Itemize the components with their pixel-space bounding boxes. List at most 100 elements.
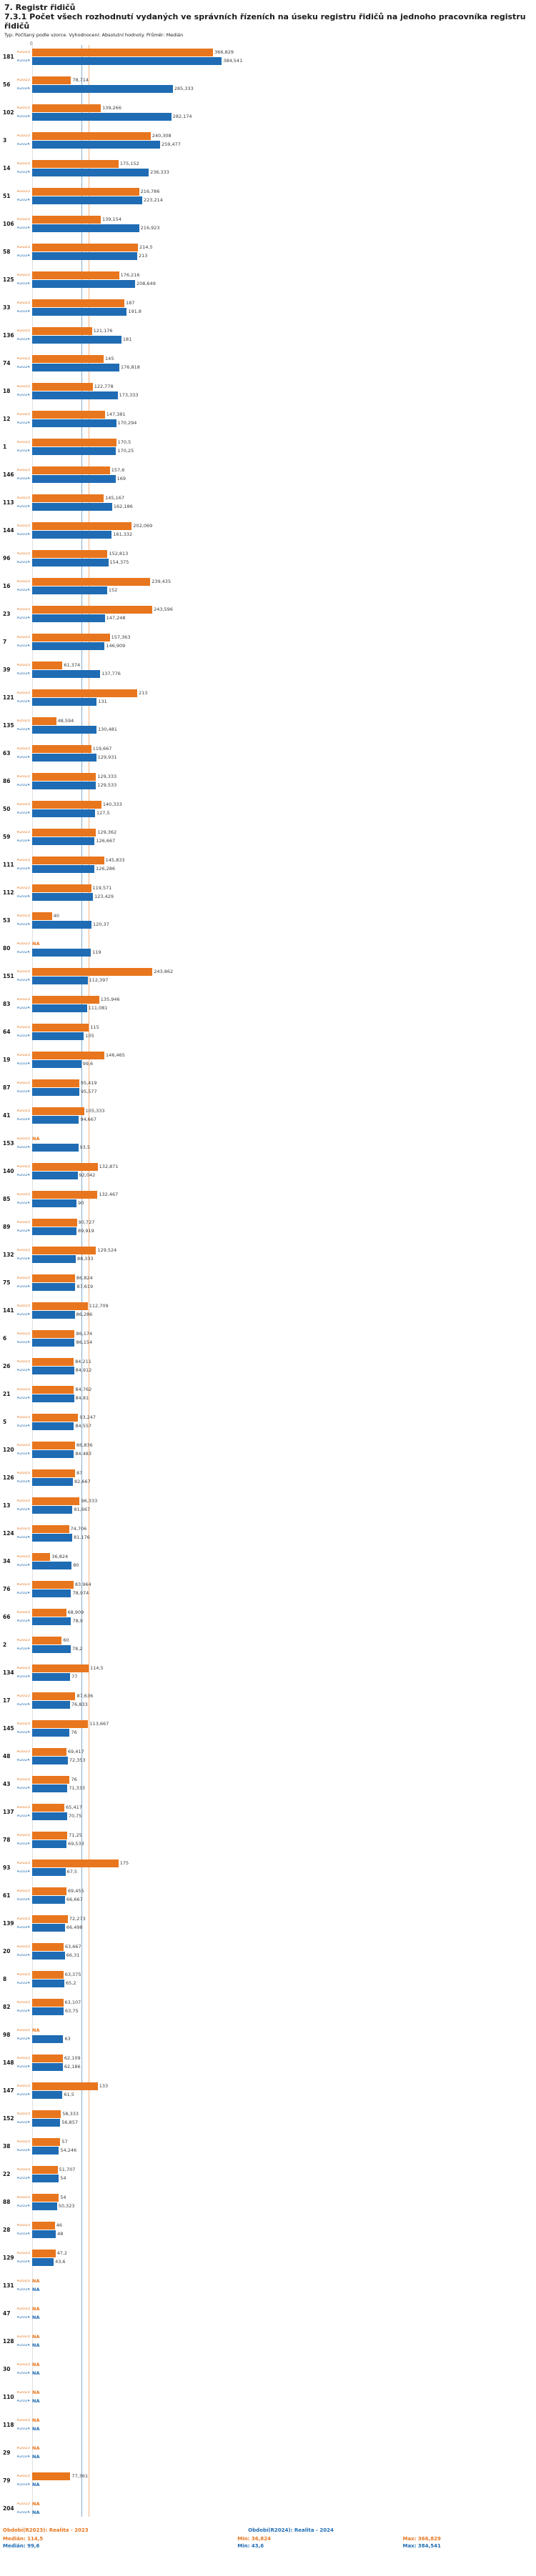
bar-row-r2023: R2023 93,247 xyxy=(17,1413,536,1422)
bar-row-r2023: R2023 214,5 xyxy=(17,243,536,251)
na-label: NA xyxy=(32,2362,40,2368)
series-tag-r2023: R2023 xyxy=(17,189,30,194)
series-tag-r2024: R2024 xyxy=(17,1117,30,1122)
value-label: 84,557 xyxy=(75,1423,92,1429)
bar-row-r2024: R2024 223,214 xyxy=(17,196,536,204)
value-label: 145 xyxy=(105,356,114,362)
bar-row-r2024: R2024 86,286 xyxy=(17,1310,536,1319)
value-label: 115 xyxy=(90,1024,99,1031)
row-id-label: 28 xyxy=(3,2226,11,2233)
bar-row-r2023: R2023 239,435 xyxy=(17,577,536,586)
bar-row-r2024: R2024 54 xyxy=(17,2174,536,2182)
chart-row: 78 R2023 71,25 R2024 69,533 xyxy=(3,1831,536,1848)
bar-row-r2023: R2023 119,571 xyxy=(17,884,536,892)
row-id-label: 76 xyxy=(3,1585,11,1592)
value-label: 69,455 xyxy=(67,1888,84,1894)
value-label: 63,375 xyxy=(64,1972,81,1978)
bar-r2024 xyxy=(32,1171,78,1179)
series-tag-r2024: R2024 xyxy=(17,1730,30,1734)
bar-row-r2023: R2023 61,374 xyxy=(17,661,536,669)
bar-r2023 xyxy=(32,1970,64,1979)
chart-row: 113 R2023 145,167 R2024 162,186 xyxy=(3,494,536,511)
series-tag-r2023: R2023 xyxy=(17,2028,30,2032)
bar-row-r2023: R2023 157,363 xyxy=(17,633,536,641)
series-tag-r2023: R2023 xyxy=(17,1304,30,1308)
row-bars: R2023 132,871 R2024 92,042 xyxy=(17,1162,536,1179)
series-tag-r2023: R2023 xyxy=(17,1638,30,1642)
bar-r2023 xyxy=(32,1051,105,1059)
series-tag-r2024: R2024 xyxy=(17,2120,30,2125)
bar-row-r2023: R2023 105,333 xyxy=(17,1107,536,1115)
bar-r2023 xyxy=(32,800,101,809)
chart-row: 34 R2023 36,824 R2024 80 xyxy=(3,1552,536,1569)
chart-row: 20 R2023 63,667 R2024 66,31 xyxy=(3,1942,536,1960)
series-tag-r2024: R2024 xyxy=(17,1925,30,1929)
row-bars: R2023 NA R2024 93,5 xyxy=(17,1134,536,1152)
section-title: 7. Registr řidičů xyxy=(4,3,76,12)
value-label: 87,619 xyxy=(76,1284,94,1290)
chart-row: 134 R2023 114,5 R2024 77 xyxy=(3,1664,536,1681)
value-label: 384,541 xyxy=(223,58,243,64)
bar-r2024 xyxy=(32,2174,59,2182)
chart-row: 140 R2023 132,871 R2024 92,042 xyxy=(3,1162,536,1179)
value-label: 112,397 xyxy=(89,977,109,984)
series-tag-r2024: R2024 xyxy=(17,309,30,314)
bar-chart: 0 181 R2023 366,829 R2024 384,541 56 R2023 78,7… xyxy=(3,41,536,2517)
na-label: NA xyxy=(32,2445,40,2452)
series-tag-r2024: R2024 xyxy=(17,1535,30,1539)
bar-row-r2023: R2023 68,909 xyxy=(17,1608,536,1617)
bar-r2023 xyxy=(32,1747,66,1756)
bar-r2023 xyxy=(32,131,151,140)
value-label: 66,498 xyxy=(66,1924,83,1931)
bar-row-r2023: R2023 133 xyxy=(17,2082,536,2090)
value-label: 58,333 xyxy=(62,2111,79,2117)
row-bars: R2023 84,211 R2024 84,912 xyxy=(17,1357,536,1374)
value-label: 285,333 xyxy=(174,86,194,92)
bar-row-r2024: R2024 384,541 xyxy=(17,56,536,65)
series-tag-r2023: R2023 xyxy=(17,2084,30,2088)
bar-r2024 xyxy=(32,391,118,399)
bar-row-r2024: R2024 82,667 xyxy=(17,1477,536,1486)
row-id-label: 79 xyxy=(3,2477,11,2484)
row-bars: R2023 62,109 R2024 62,186 xyxy=(17,2054,536,2071)
series-tag-r2023: R2023 xyxy=(17,1861,30,1865)
series-tag-r2023: R2023 xyxy=(17,2362,30,2367)
row-id-label: 19 xyxy=(3,1056,11,1063)
bar-r2023 xyxy=(32,521,132,530)
row-id-label: 82 xyxy=(3,2003,11,2010)
row-id-label: 120 xyxy=(3,1446,14,1453)
bar-r2024 xyxy=(32,2230,56,2238)
series-tag-r2023: R2023 xyxy=(17,579,30,584)
series-tag-r2023: R2023 xyxy=(17,2279,30,2283)
series-tag-r2024: R2024 xyxy=(17,560,30,564)
row-id-label: 16 xyxy=(3,582,11,589)
row-bars: R2023 72,273 R2024 66,498 xyxy=(17,1914,536,1932)
series-tag-r2024: R2024 xyxy=(17,2482,30,2487)
row-id-label: 125 xyxy=(3,276,14,283)
bar-r2023 xyxy=(32,1441,75,1449)
chart-row: 7 R2023 157,363 R2024 146,909 xyxy=(3,633,536,650)
chart-row: 56 R2023 78,714 R2024 285,333 xyxy=(3,76,536,93)
value-label: 57 xyxy=(61,2139,68,2145)
row-bars: R2023 57 R2024 54,246 xyxy=(17,2137,536,2155)
bar-r2024 xyxy=(32,1979,64,1987)
row-bars: R2023 90,727 R2024 89,919 xyxy=(17,1218,536,1235)
bar-row-r2023: R2023 115 xyxy=(17,1023,536,1032)
bar-row-r2024: R2024 84,912 xyxy=(17,1366,536,1374)
value-label: 68,909 xyxy=(67,1609,84,1616)
row-id-label: 29 xyxy=(3,2449,11,2456)
value-label: 86,286 xyxy=(76,1312,93,1318)
row-bars: R2023 63,375 R2024 65,2 xyxy=(17,1970,536,1987)
row-id-label: 3 xyxy=(3,136,7,144)
series-tag-r2023: R2023 xyxy=(17,1443,30,1447)
row-bars: R2023 58,333 R2024 56,857 xyxy=(17,2110,536,2127)
series-tag-r2023: R2023 xyxy=(17,1025,30,1029)
bar-row-r2023: R2023 NA xyxy=(17,2416,536,2425)
bar-r2023 xyxy=(32,912,52,920)
value-label: 113,667 xyxy=(89,1721,109,1727)
value-label: 86,836 xyxy=(76,1442,93,1449)
value-label: 146,465 xyxy=(106,1052,125,1059)
row-id-label: 78 xyxy=(3,1836,11,1843)
bar-r2024 xyxy=(32,1533,72,1542)
value-label: 173,333 xyxy=(119,392,139,399)
